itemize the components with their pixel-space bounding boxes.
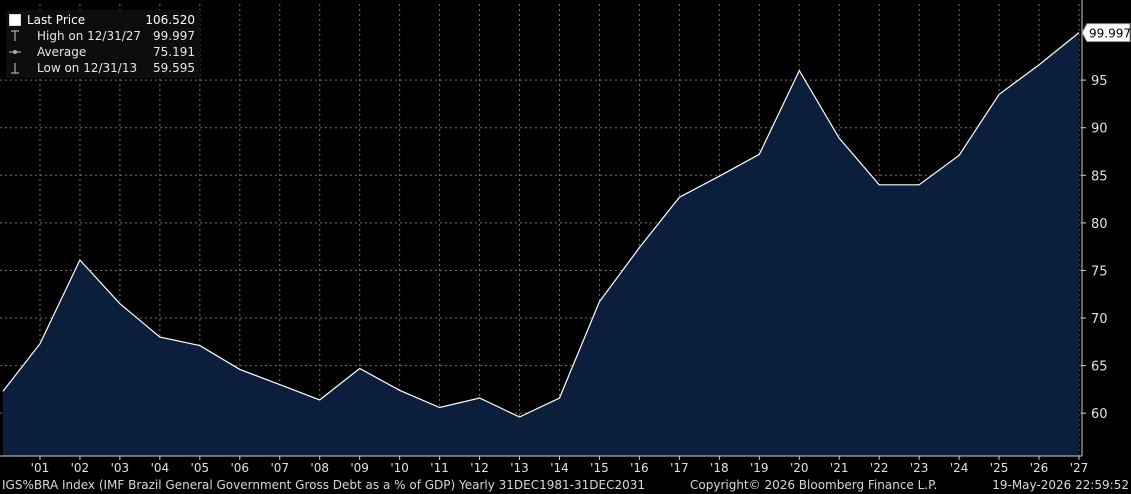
y-tick-label: 75 [1091,264,1108,279]
footer-timestamp: 19-May-2026 22:59:52 [992,478,1129,492]
debt-line [2,32,1080,418]
last-value-box [1081,23,1131,43]
y-tick-label: 90 [1091,122,1108,137]
last-value-label: 99.997 [1089,27,1131,41]
y-tick-label: 85 [1091,169,1108,184]
legend-low-value: 59.595 [153,61,195,75]
low-marker-icon [11,63,19,74]
x-tick-label: '14 [550,461,569,475]
x-tick-label: '15 [590,461,609,475]
x-tick-label: '24 [950,461,969,475]
x-tick-label: '07 [270,461,289,475]
last-value-marker: 99.997 [1081,23,1131,43]
high-marker-icon [11,30,19,41]
footer: IGS%BRA Index (IMF Brazil General Govern… [0,476,1131,494]
x-tick-label: '02 [71,461,90,475]
legend-low: Low on 12/31/13 59.595 [6,60,200,76]
legend-average-value: 75.191 [153,45,195,59]
y-tick-label: 70 [1091,312,1108,327]
x-tick-label: '18 [710,461,729,475]
x-tick-label: '21 [830,461,849,475]
legend-average-label: Average [37,45,87,59]
x-tick-label: '08 [310,461,329,475]
footer-index-text: IGS%BRA Index (IMF Brazil General Govern… [2,478,646,492]
x-tick-label: '04 [151,461,170,475]
legend-low-label: Low on 12/31/13 [37,61,138,75]
x-tick-label: '22 [870,461,889,475]
x-tick-label: '03 [111,461,130,475]
average-marker-icon [9,50,21,54]
y-tick-label: 60 [1091,407,1108,422]
x-axis-ticks: '01 '02 '03 '04 '05 '06 '07 '08 '09 '10 '11 '12 '13 '… [31,456,1089,475]
legend-last-price-label: Last Price [27,13,86,27]
y-tick-label: 95 [1091,74,1108,89]
footer-copyright: Copyright© 2026 Bloomberg Finance L.P. [690,478,938,492]
y-tick-label: 65 [1091,360,1108,375]
legend-last-price-value: 106.520 [145,13,195,27]
y-axis-ticks: 60 65 70 75 80 85 90 95 [1082,74,1108,422]
x-tick-label: '16 [630,461,649,475]
square-icon [9,14,21,26]
x-tick-label: '09 [350,461,369,475]
x-tick-label: '06 [230,461,249,475]
legend-high-value: 99.997 [153,29,195,43]
debt-area-fill [3,32,1079,456]
legend: Last Price 106.520 High on 12/31/27 99.9… [6,10,200,78]
axes [0,0,1083,457]
legend-high-label: High on 12/31/27 [37,29,142,43]
x-tick-label: '12 [470,461,489,475]
x-tick-label: '05 [191,461,210,475]
x-tick-label: '01 [31,461,50,475]
x-tick-label: '25 [990,461,1009,475]
x-tick-label: '11 [430,461,449,475]
legend-average: Average 75.191 [6,44,200,60]
x-tick-label: '27 [1070,461,1089,475]
legend-high: High on 12/31/27 99.997 [6,28,200,44]
x-tick-label: '17 [670,461,689,475]
x-tick-label: '23 [910,461,929,475]
x-tick-label: '26 [1030,461,1049,475]
x-tick-label: '10 [390,461,409,475]
y-tick-label: 80 [1091,217,1108,232]
x-tick-label: '20 [790,461,809,475]
x-tick-label: '19 [750,461,769,475]
legend-last-price: Last Price 106.520 [6,12,200,28]
x-tick-label: '13 [510,461,529,475]
